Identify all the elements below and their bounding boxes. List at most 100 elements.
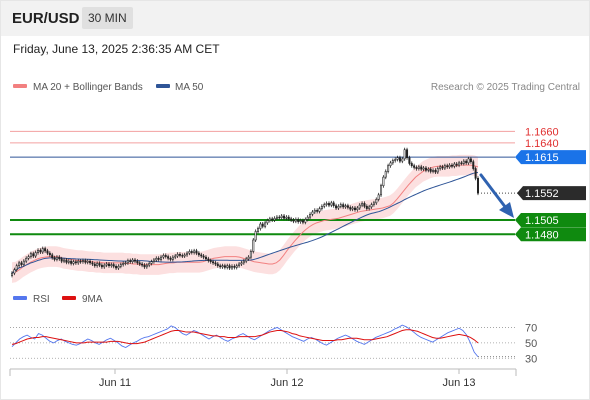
candle-body (363, 203, 366, 207)
candle-body (148, 263, 151, 266)
candle-body (384, 171, 387, 178)
candle (342, 202, 345, 209)
candle-body (427, 168, 430, 171)
candle-body (91, 262, 94, 265)
candle-body (39, 249, 42, 253)
candle-body (429, 168, 432, 172)
candle-body (223, 265, 226, 268)
candle-body (96, 263, 99, 267)
candle (297, 217, 300, 224)
candle-body (344, 205, 347, 208)
candle (157, 256, 160, 262)
candle (351, 206, 354, 212)
timeframe-button[interactable]: 30 MIN (82, 7, 133, 29)
level-lines (10, 130, 518, 236)
candle (434, 168, 437, 174)
candle-body (124, 262, 127, 264)
candle (339, 202, 342, 209)
candle-body (365, 205, 368, 209)
candle (325, 201, 328, 207)
candle-body (221, 265, 224, 268)
candle-body (86, 260, 89, 263)
x-tick-label: Jun 11 (99, 377, 131, 389)
candle (51, 252, 54, 260)
candle-body (105, 263, 108, 266)
candle (41, 246, 44, 254)
candle (394, 157, 397, 163)
candle (304, 217, 307, 225)
candle (417, 164, 420, 171)
candle (103, 263, 106, 269)
candle (72, 259, 75, 266)
candle (48, 251, 51, 257)
candle (228, 263, 231, 270)
candle-body (136, 260, 139, 264)
candle-body (131, 259, 134, 263)
candle (280, 214, 283, 220)
candle-body (252, 239, 255, 252)
candle-body (204, 256, 207, 260)
resistance-1-label: 1.1660 (525, 126, 559, 138)
candle (223, 263, 226, 270)
candle (212, 259, 215, 265)
rsi-legend-swatch (13, 296, 27, 300)
candle-body (394, 159, 397, 161)
candle (96, 261, 99, 268)
candle-body (309, 213, 312, 218)
candle-body (271, 218, 274, 221)
candle (424, 166, 427, 173)
candle-body (264, 222, 267, 227)
ma20-legend-label: MA 20 + Bollinger Bands (33, 82, 143, 93)
candle-body (398, 157, 401, 162)
candle (91, 260, 94, 266)
candle (138, 260, 141, 266)
candle (429, 167, 432, 174)
support-1-label: 1.1505 (525, 215, 559, 227)
candle (427, 167, 430, 173)
rsi-line (11, 324, 479, 358)
candle-body (469, 158, 472, 163)
candle-body (448, 164, 451, 168)
candle-body (353, 207, 357, 211)
candle-body (316, 209, 319, 212)
candle (391, 158, 394, 165)
candle (474, 166, 477, 181)
candle (316, 208, 319, 214)
candle (186, 251, 189, 257)
candle-body (18, 262, 21, 267)
candle (259, 222, 262, 231)
candle-body (462, 160, 465, 164)
candle-body (235, 265, 238, 268)
candle-body (20, 262, 23, 265)
candle (318, 206, 321, 214)
candle (380, 183, 383, 197)
candle (436, 166, 439, 174)
candle (261, 222, 264, 229)
candle-body (164, 255, 167, 257)
candle-body (112, 264, 115, 267)
candle-body (117, 265, 120, 269)
candle (219, 263, 222, 269)
candle (122, 261, 125, 267)
candle-body (79, 260, 82, 263)
candle-body (455, 163, 458, 166)
rsi-tick-50: 50 (525, 338, 537, 350)
candle-body (266, 220, 269, 224)
candle-body (186, 252, 189, 256)
candle (169, 256, 172, 262)
candle-body (436, 168, 439, 173)
candle (238, 262, 241, 268)
candle-body (476, 177, 480, 194)
candle-body (441, 166, 444, 169)
candle (10, 271, 14, 278)
candle-body (401, 158, 404, 162)
candle (387, 163, 390, 174)
candle-body (465, 160, 468, 164)
candle-body (330, 202, 333, 206)
candle (415, 165, 418, 171)
source-credit: Research © 2025 Trading Central (431, 82, 580, 93)
candle (39, 248, 42, 254)
candle (226, 263, 229, 270)
candle (20, 260, 23, 267)
candle (65, 258, 68, 265)
